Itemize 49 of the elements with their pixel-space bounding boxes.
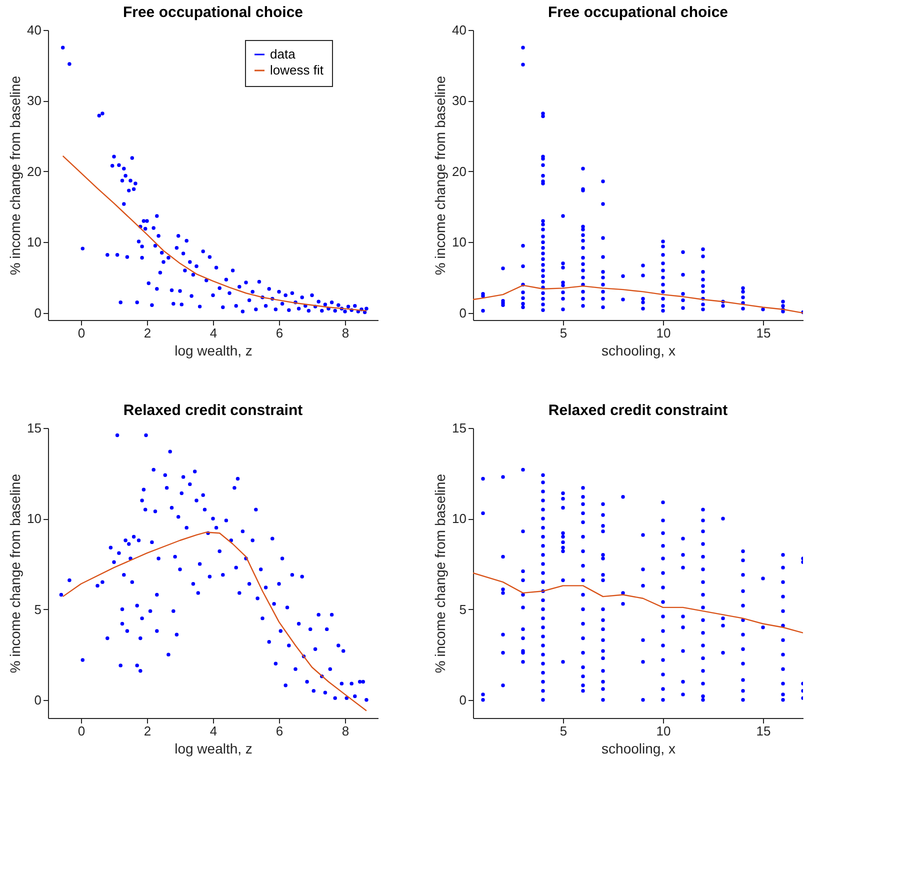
y-tick-label: 15 [27,420,42,436]
y-tick-label: 0 [34,692,42,708]
x-axis-title: log wealth, z [174,342,252,358]
y-tick-label: 5 [459,602,466,617]
y-tick-label: 0 [459,305,466,320]
chart-title: Free occupational choice [548,4,728,21]
x-tick-label: 5 [560,326,568,340]
x-tick-label: 4 [210,326,218,340]
chart-title: Free occupational choice [122,4,304,21]
y-tick-label: 10 [27,511,42,526]
y-axis-title: % income change from baseline [432,76,448,276]
x-tick-label: 10 [656,326,671,340]
x-tick-label: 10 [656,724,671,738]
x-tick-label: 5 [560,724,568,738]
y-axis-title: % income change from baseline [432,474,448,674]
y-axis-title: % income change from baseline [7,76,24,276]
x-axis-title: schooling, x [602,342,676,358]
y-tick-label: 0 [34,305,42,320]
x-tick-label: 8 [342,326,350,340]
x-tick-label: 2 [144,724,152,738]
y-tick-label: 10 [452,234,466,250]
x-tick-label: 6 [276,326,284,340]
x-tick-label: 4 [210,724,218,738]
x-tick-label: 0 [78,326,86,340]
y-tick-label: 10 [27,234,42,250]
chart-title: Relaxed credit constraint [548,402,728,419]
x-axis-title: schooling, x [602,740,676,756]
x-tick-label: 15 [756,724,771,738]
legend-label: lowess fit [270,62,324,78]
x-tick-label: 8 [342,724,350,738]
y-axis-title: % income change from baseline [7,474,24,674]
y-tick-label: 40 [452,22,466,38]
x-tick-label: 2 [144,326,152,340]
y-tick-label: 40 [27,22,42,38]
y-tick-label: 15 [452,420,466,436]
y-tick-label: 0 [459,692,466,708]
x-tick-label: 0 [78,724,86,738]
x-tick-label: 15 [756,326,771,340]
legend-label: data [270,46,296,62]
y-tick-label: 30 [27,93,42,108]
x-axis-title: log wealth, z [174,740,252,756]
x-tick-label: 6 [276,724,284,738]
y-tick-label: 20 [27,164,42,179]
y-tick-label: 30 [452,93,466,108]
y-tick-label: 10 [452,511,466,526]
line-series [473,572,803,634]
y-tick-label: 5 [34,602,42,617]
y-tick-label: 20 [452,164,466,179]
chart-title: Relaxed credit constraint [123,402,303,419]
